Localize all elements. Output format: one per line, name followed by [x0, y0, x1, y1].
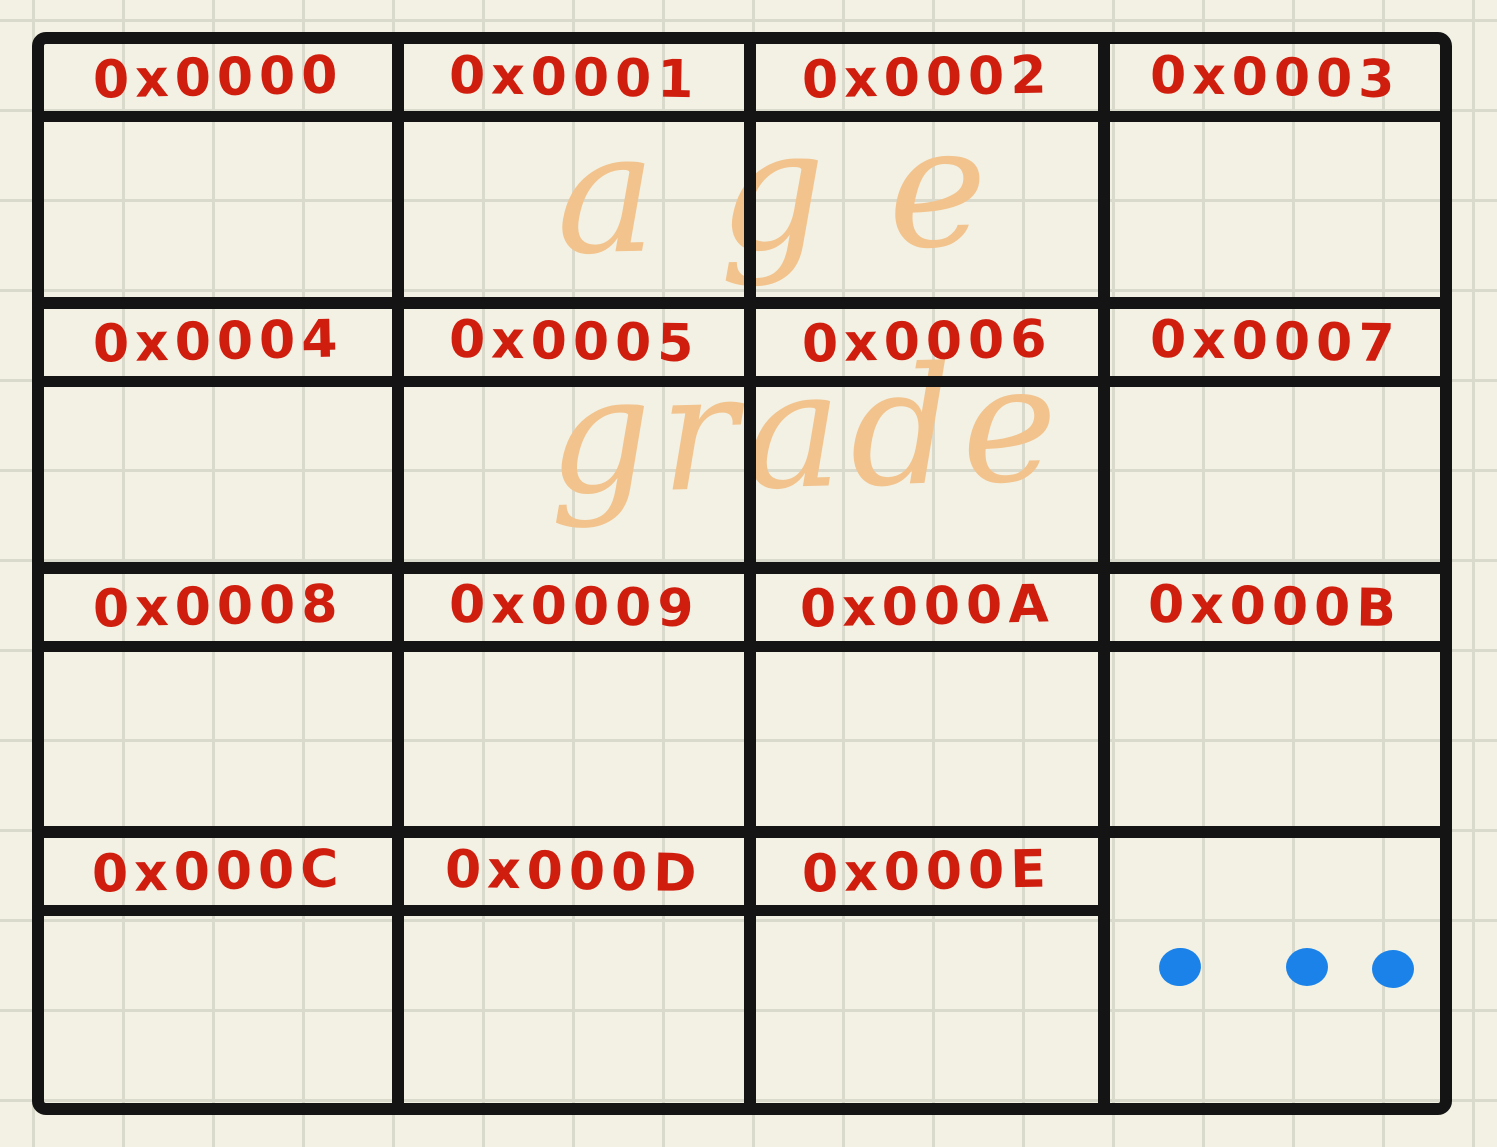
address-label: 0x0001 — [448, 45, 700, 110]
value-cell — [391, 916, 744, 1103]
address-label: 0x0003 — [1149, 45, 1401, 110]
address-cell: 0x0003 — [1098, 44, 1440, 122]
ellipsis-cell — [1098, 838, 1440, 1103]
address-label: 0x000D — [444, 839, 703, 904]
address-label: 0x0005 — [448, 310, 700, 375]
value-cell — [44, 122, 392, 297]
value-cell — [1098, 386, 1440, 562]
value-cell — [1098, 651, 1440, 827]
memory-block-1: 0x0000 0x0001 0x0002 0x0003 — [44, 44, 1440, 309]
address-label: 0x000A — [799, 574, 1056, 640]
address-label: 0x0002 — [801, 44, 1053, 111]
address-cell: 0x000C — [44, 838, 392, 917]
address-cell: 0x0008 — [44, 574, 392, 652]
ellipsis-dot — [1372, 950, 1415, 989]
memory-block-3: 0x0008 0x0009 0x000A 0x000B — [44, 573, 1440, 839]
value-cell — [743, 651, 1098, 827]
value-cell — [391, 651, 744, 827]
value-cell — [391, 386, 744, 562]
address-cell: 0x000B — [1098, 573, 1440, 652]
address-cell: 0x0009 — [391, 573, 744, 652]
address-label: 0x0009 — [448, 574, 700, 640]
address-cell: 0x000E — [743, 838, 1099, 917]
address-cell: 0x0001 — [391, 44, 744, 122]
address-cell: 0x0007 — [1098, 308, 1440, 387]
value-cell — [1098, 122, 1440, 297]
value-cell — [44, 916, 392, 1103]
memory-block-2: 0x0004 0x0005 0x0006 0x0007 — [44, 308, 1440, 574]
address-label: 0x0000 — [91, 44, 344, 111]
address-cell: 0x0002 — [743, 44, 1099, 122]
address-label: 0x0004 — [91, 309, 344, 375]
address-cell: 0x0006 — [743, 308, 1099, 387]
value-cell — [743, 916, 1098, 1103]
address-cell: 0x0005 — [391, 308, 744, 387]
value-cell — [44, 387, 392, 562]
address-cell: 0x000A — [743, 573, 1099, 652]
value-cell — [743, 386, 1098, 562]
value-cell — [44, 652, 392, 827]
address-cell: 0x000D — [391, 838, 744, 917]
value-cell — [391, 122, 744, 297]
address-label: 0x0006 — [801, 309, 1053, 375]
ellipsis-dot — [1156, 945, 1204, 989]
address-cell: 0x0000 — [44, 44, 392, 122]
value-cell — [743, 122, 1098, 297]
ellipsis-dot — [1286, 948, 1329, 987]
address-label: 0x0008 — [91, 574, 344, 640]
memory-map-table: 0x0000 0x0001 0x0002 0x0003 0x0004 0x000… — [32, 32, 1452, 1115]
memory-block-4: 0x000C 0x000D 0x000E — [44, 838, 1440, 1103]
address-label: 0x000C — [90, 839, 345, 905]
address-label: 0x0007 — [1149, 310, 1401, 375]
address-label: 0x000B — [1147, 574, 1403, 640]
address-label: 0x000E — [801, 839, 1053, 905]
address-cell: 0x0004 — [44, 309, 392, 387]
